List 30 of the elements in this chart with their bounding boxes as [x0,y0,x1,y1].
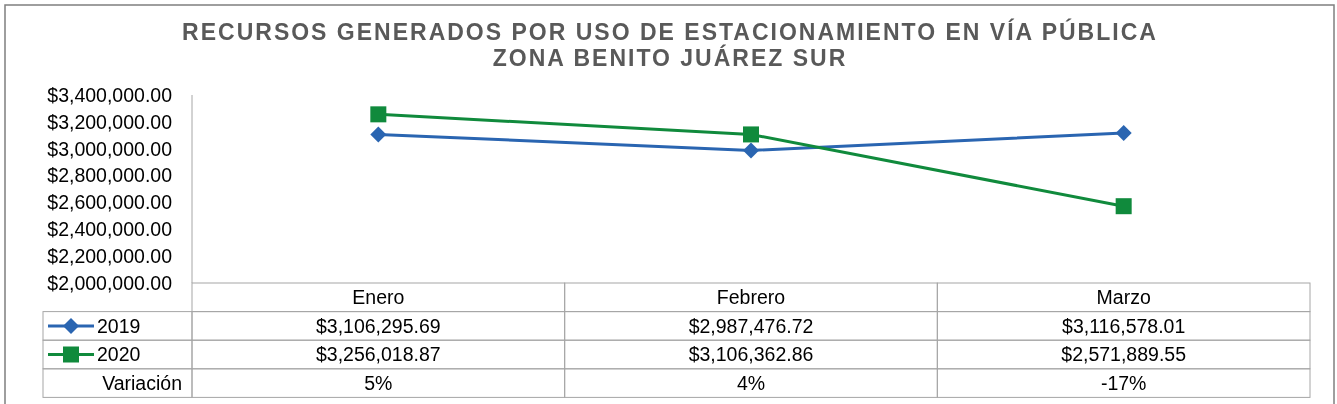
text: 4% [736,371,766,394]
x-tick-label: Enero [352,286,405,309]
x-tick-label: Febrero [716,286,786,309]
data-label: $2,987,476.72 [688,314,814,337]
data-label: $3,116,578.01 [1062,314,1186,337]
y-tick-label: $2,800,000.00 [47,164,173,187]
y-tick-label: $3,200,000.00 [47,110,173,133]
y-tick-label: $2,600,000.00 [47,191,173,214]
y-tick-label: $3,400,000.00 [47,83,173,106]
text: 5% [364,371,393,394]
point [1115,198,1132,215]
legend-label: 2020 [97,343,141,366]
data-label: $3,256,018.87 [315,343,441,366]
text: Variación [102,371,182,394]
data-label: $2,571,889.55 [1061,343,1187,366]
point [743,142,759,159]
point [370,106,387,123]
data-label: $3,106,295.69 [315,314,441,337]
chart-title: RECURSOS GENERADOS POR USO DE ESTACIONAMIENTO EN VÍA PÚBLICA ZONA BENITO JUÁREZ SUR [182,18,1158,71]
y-tick-label: $2,000,000.00 [47,271,173,294]
point [743,126,759,143]
y-tick-label: $2,200,000.00 [47,244,173,267]
text: -17% [1100,371,1147,394]
legend-label: 2019 [97,314,141,337]
point [370,126,387,143]
data-label: $3,106,362.86 [688,343,814,366]
y-tick-label: $2,400,000.00 [47,218,173,241]
point [1115,125,1132,142]
y-tick-label: $3,000,000.00 [47,137,173,160]
x-tick-label: Marzo [1096,286,1151,309]
